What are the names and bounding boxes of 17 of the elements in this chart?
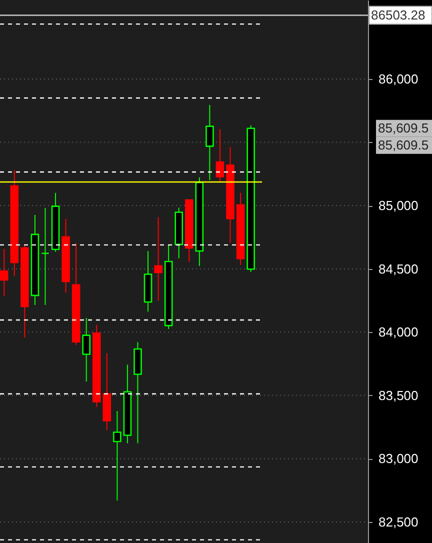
y-tick-label: 85,000 xyxy=(378,198,418,214)
candlestick xyxy=(216,128,224,182)
y-tick-label: 83,000 xyxy=(378,451,418,466)
y-tick-label: 83,500 xyxy=(378,388,418,403)
y-tick-label: 84,000 xyxy=(378,324,418,340)
candlestick xyxy=(113,410,122,501)
candlestick xyxy=(154,216,162,302)
candlestick xyxy=(206,104,214,181)
y-tick-label: 84,500 xyxy=(378,261,418,276)
candlestick xyxy=(0,248,8,296)
text: 85,609.5 xyxy=(378,120,429,136)
y-tick-label: 86,000 xyxy=(378,71,418,86)
text: 85,609.5 xyxy=(378,137,429,152)
y-tick-label: 82,500 xyxy=(378,514,418,530)
candlestick xyxy=(82,317,90,382)
candlestick xyxy=(41,207,50,306)
ref-line-label: 86503.28 xyxy=(371,7,426,22)
